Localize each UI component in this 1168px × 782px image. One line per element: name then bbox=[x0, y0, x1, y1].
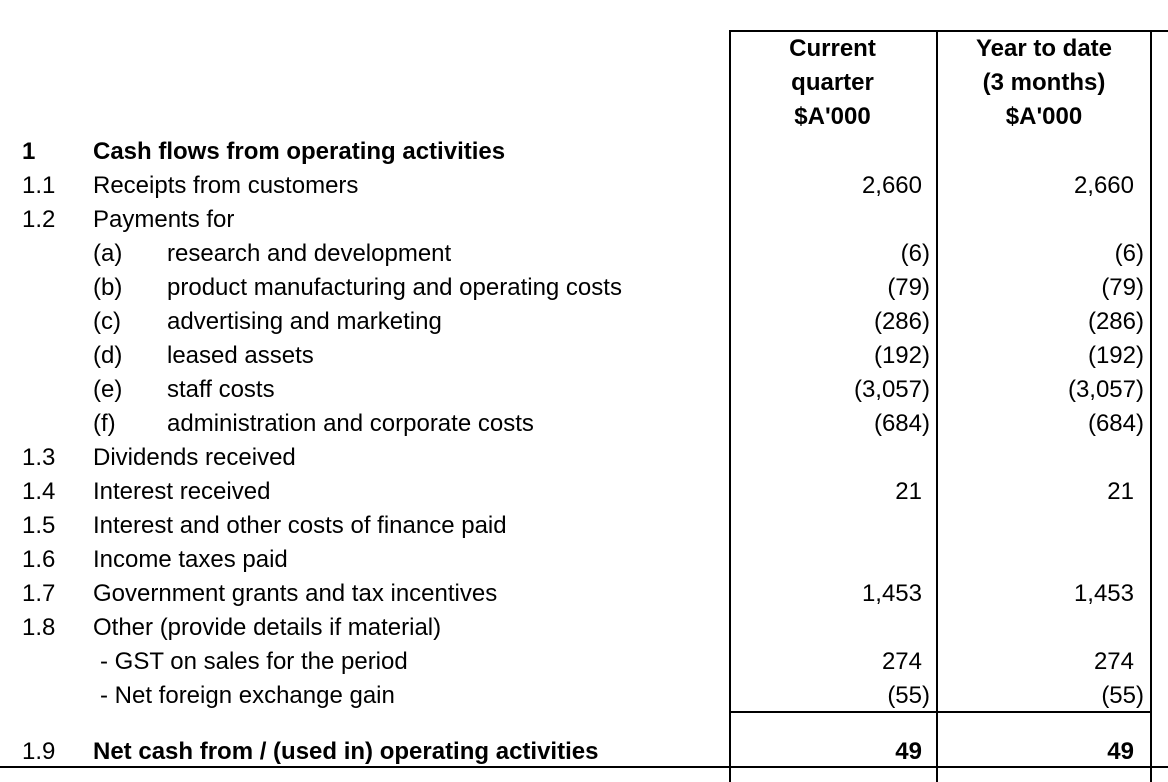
total-row-label: Net cash from / (used in) operating acti… bbox=[93, 738, 599, 765]
current-value: (6) bbox=[900, 240, 930, 267]
current-value: (55) bbox=[887, 682, 930, 709]
total-ytd-value: 49 bbox=[1107, 738, 1134, 765]
sub-item-letter: (f) bbox=[93, 410, 116, 437]
row-label: Other (provide details if material) bbox=[93, 614, 442, 641]
column-divider-left bbox=[729, 30, 731, 782]
row-label: Income taxes paid bbox=[93, 546, 288, 573]
ytd-value: (684) bbox=[1087, 410, 1144, 437]
table-top-border bbox=[729, 30, 1168, 32]
current-value: 274 bbox=[881, 648, 922, 675]
column-divider-middle bbox=[936, 30, 938, 782]
row-number: 1.7 bbox=[22, 580, 56, 607]
row-label: research and development bbox=[167, 240, 452, 267]
row-label: Interest received bbox=[93, 478, 271, 505]
sub-item-letter: (a) bbox=[93, 240, 123, 267]
row-label: staff costs bbox=[167, 376, 275, 403]
row-number: 1.1 bbox=[22, 172, 56, 199]
row-number: 1.2 bbox=[22, 206, 56, 233]
ytd-value: 274 bbox=[1093, 648, 1134, 675]
sub-item-letter: (d) bbox=[93, 342, 123, 369]
sub-item-letter: (e) bbox=[93, 376, 123, 403]
row-label: - GST on sales for the period bbox=[100, 648, 408, 675]
row-label: advertising and marketing bbox=[167, 308, 442, 335]
row-label: leased assets bbox=[167, 342, 314, 369]
year-to-date-header: Year to date (3 months) $A'000 bbox=[938, 32, 1150, 134]
current-header-line-3: $A'000 bbox=[794, 103, 871, 130]
row-label: Receipts from customers bbox=[93, 172, 359, 199]
row-label: Dividends received bbox=[93, 444, 296, 471]
row-label: - Net foreign exchange gain bbox=[100, 682, 395, 709]
row-number: 1.4 bbox=[22, 478, 56, 505]
row-number: 1.5 bbox=[22, 512, 56, 539]
row-number: 1.8 bbox=[22, 614, 56, 641]
row-label: product manufacturing and operating cost… bbox=[167, 274, 622, 301]
ytd-value: (286) bbox=[1087, 308, 1144, 335]
current-header-line-2: quarter bbox=[791, 69, 874, 96]
row-number: 1.6 bbox=[22, 546, 56, 573]
row-label: Interest and other costs of finance paid bbox=[93, 512, 507, 539]
ytd-value: (55) bbox=[1101, 682, 1144, 709]
ytd-header-line-2: (3 months) bbox=[982, 69, 1106, 96]
ytd-value: (192) bbox=[1087, 342, 1144, 369]
ytd-value: 21 bbox=[1107, 478, 1134, 505]
sub-item-letter: (b) bbox=[93, 274, 123, 301]
current-value: (192) bbox=[873, 342, 930, 369]
subtotal-rule bbox=[729, 711, 1152, 713]
section-number: 1 bbox=[22, 138, 36, 165]
current-header-line-1: Current bbox=[789, 35, 876, 62]
current-value: 2,660 bbox=[861, 172, 922, 199]
ytd-value: 1,453 bbox=[1073, 580, 1134, 607]
current-value: (286) bbox=[873, 308, 930, 335]
current-value: (3,057) bbox=[853, 376, 930, 403]
column-divider-right bbox=[1150, 30, 1152, 782]
sub-item-letter: (c) bbox=[93, 308, 121, 335]
row-number: 1.3 bbox=[22, 444, 56, 471]
section-title: Cash flows from operating activities bbox=[93, 138, 506, 165]
ytd-value: (79) bbox=[1101, 274, 1144, 301]
total-row-number: 1.9 bbox=[22, 738, 56, 765]
row-label: Government grants and tax incentives bbox=[93, 580, 498, 607]
current-value: 21 bbox=[895, 478, 922, 505]
ytd-header-line-3: $A'000 bbox=[1005, 103, 1083, 130]
total-current-value: 49 bbox=[895, 738, 922, 765]
ytd-value: 2,660 bbox=[1073, 172, 1134, 199]
current-value: (684) bbox=[873, 410, 930, 437]
row-label: administration and corporate costs bbox=[167, 410, 534, 437]
row-label: Payments for bbox=[93, 206, 235, 233]
ytd-header-line-1: Year to date bbox=[975, 35, 1113, 62]
total-rule bbox=[0, 766, 1168, 768]
ytd-value: (6) bbox=[1114, 240, 1144, 267]
ytd-value: (3,057) bbox=[1067, 376, 1144, 403]
current-value: (79) bbox=[887, 274, 930, 301]
current-quarter-header: Current quarter $A'000 bbox=[731, 32, 934, 134]
current-value: 1,453 bbox=[861, 580, 922, 607]
